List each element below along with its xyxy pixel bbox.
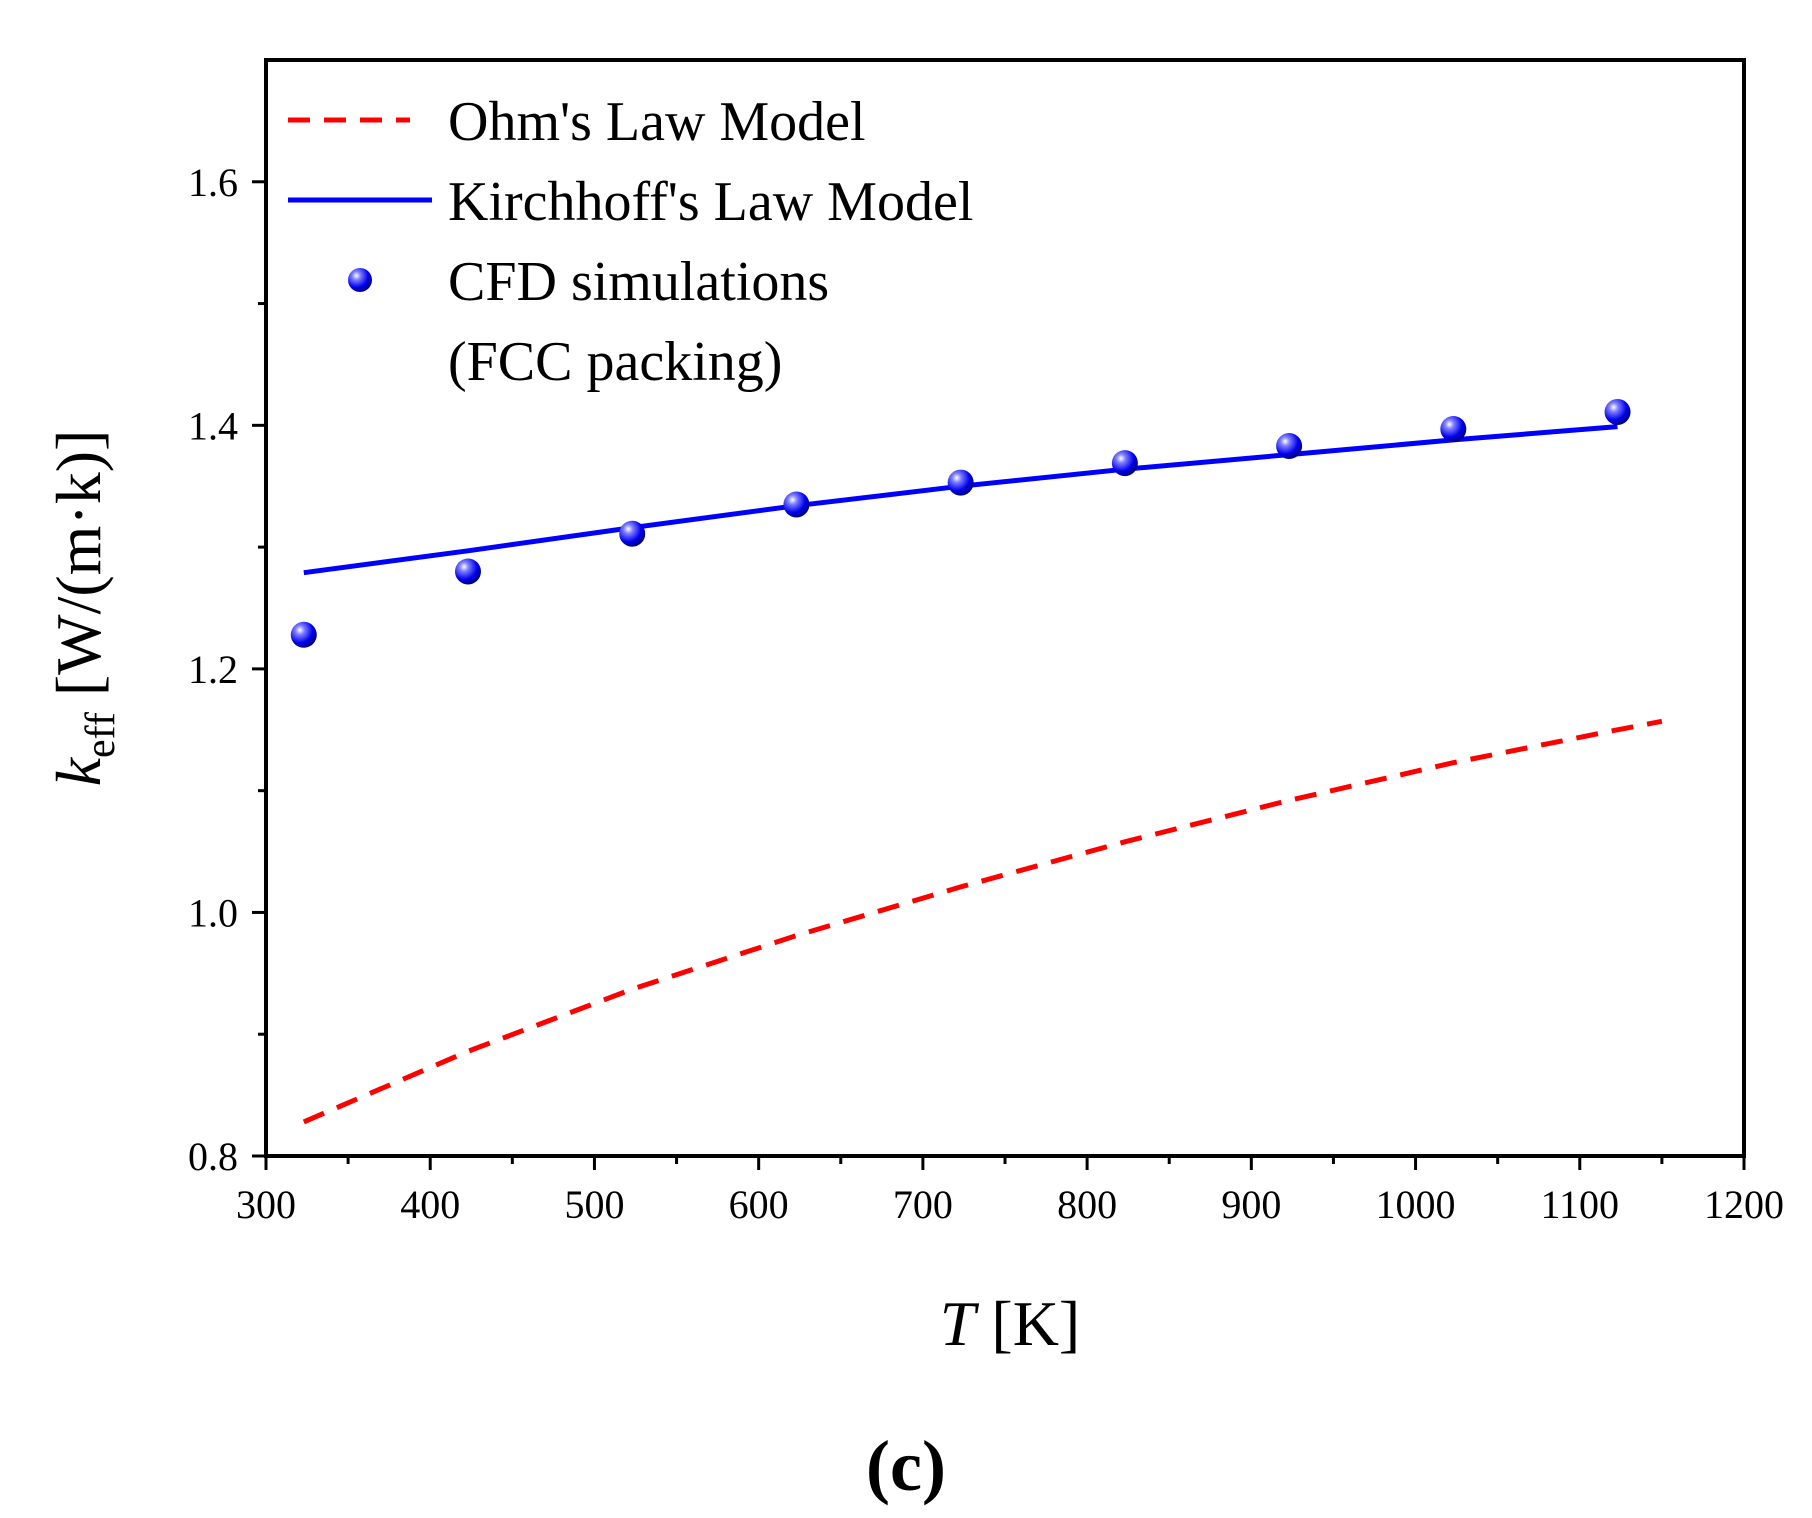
legend: Ohm's Law Model Kirchhoff's Law Model CF… [288, 91, 973, 393]
x-tick-label: 500 [564, 1182, 624, 1227]
x-tick-label: 400 [400, 1182, 460, 1227]
cfd-point [1440, 415, 1467, 442]
x-tick-label: 600 [729, 1182, 789, 1227]
x-axis-ticks: 300 400 500 600 700 800 900 1000 1100 1200 [236, 1156, 1784, 1227]
x-tick-label: 1200 [1704, 1182, 1784, 1227]
kirchhoff-law-line [303, 424, 1618, 576]
legend-label-cfd: CFD simulations [448, 251, 829, 313]
legend-label-ohm: Ohm's Law Model [448, 91, 866, 153]
legend-label-kirchhoff: Kirchhoff's Law Model [448, 171, 973, 233]
x-tick-label: 1000 [1376, 1182, 1456, 1227]
series-layer [290, 398, 1663, 1125]
cfd-point [290, 621, 317, 648]
cfd-point [619, 520, 646, 547]
y-tick-label: 0.8 [188, 1134, 238, 1179]
x-tick-label: 300 [236, 1182, 296, 1227]
cfd-point [1111, 450, 1138, 477]
y-axis-title: keff [W/(m·k)] [43, 430, 124, 787]
y-tick-label: 1.4 [188, 403, 238, 448]
x-tick-label: 1100 [1541, 1182, 1620, 1227]
x-tick-label: 800 [1057, 1182, 1117, 1227]
cfd-point [1276, 433, 1303, 460]
y-tick-label: 1.0 [188, 890, 238, 935]
panel-label: (c) [866, 1426, 946, 1506]
cfd-point [454, 558, 481, 585]
y-tick-label: 1.2 [188, 647, 238, 692]
y-tick-label: 1.6 [188, 160, 238, 205]
cfd-point [783, 491, 810, 518]
y-axis-ticks: 0.8 1.0 1.2 1.4 1.6 [188, 160, 266, 1179]
x-axis-title: T [K] [940, 1288, 1080, 1359]
legend-label-cfd-line2: (FCC packing) [448, 331, 782, 393]
cfd-point [947, 469, 974, 496]
x-tick-label: 900 [1221, 1182, 1281, 1227]
cfd-point [1604, 398, 1631, 425]
ohm-law-line [302, 718, 1663, 1125]
x-tick-label: 700 [893, 1182, 953, 1227]
legend-swatch-cfd [348, 268, 372, 292]
